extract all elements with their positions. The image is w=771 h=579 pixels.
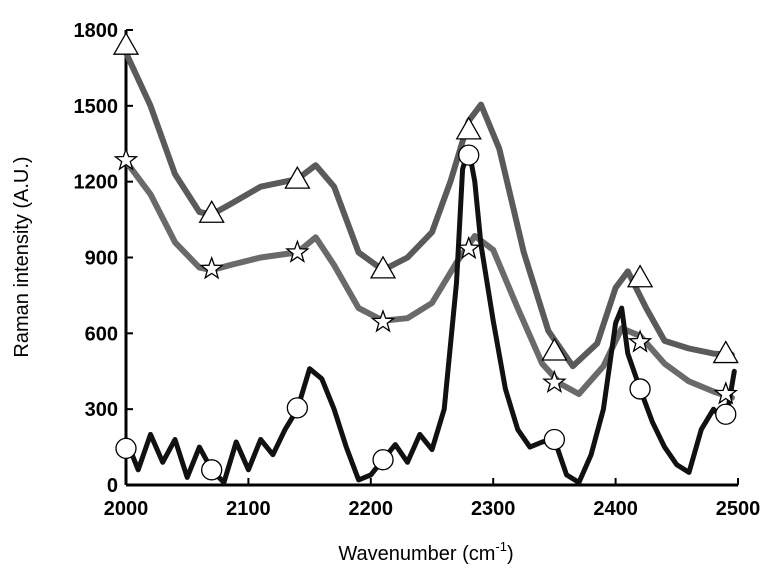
star-marker bbox=[370, 309, 396, 333]
circle-marker bbox=[286, 397, 309, 419]
x-tick-label: 2400 bbox=[593, 498, 638, 520]
circle-marker bbox=[458, 144, 480, 166]
star-marker bbox=[113, 147, 139, 171]
circle-marker bbox=[372, 449, 394, 471]
triangle-marker bbox=[455, 116, 482, 140]
star-marker bbox=[285, 239, 310, 263]
circle-marker bbox=[115, 437, 137, 459]
y-tick-label: 1500 bbox=[74, 96, 119, 118]
axis-ticks: 2000 2100 2200 2300 2400 2500 0 300 600 900 1200 15… bbox=[74, 20, 761, 520]
series-line-star bbox=[123, 158, 735, 401]
plot-area: 2000 2100 2200 2300 2400 2500 0 300 600 900 1200 15… bbox=[74, 20, 761, 520]
circle-marker bbox=[543, 428, 566, 451]
x-axis-label: Wavenumber (cm-1) bbox=[338, 539, 513, 565]
x-axis-label-main: Wavenumber (cm bbox=[338, 543, 495, 565]
triangle-marker bbox=[284, 165, 311, 189]
circle-marker bbox=[629, 378, 651, 400]
star-marker bbox=[713, 381, 739, 405]
x-axis-label-end: ) bbox=[507, 543, 514, 565]
circle-marker bbox=[715, 403, 737, 425]
series-markers bbox=[112, 31, 739, 481]
x-tick-label: 2500 bbox=[716, 498, 761, 520]
y-tick-label: 0 bbox=[107, 475, 118, 497]
x-tick-label: 2200 bbox=[349, 498, 394, 520]
star-marker bbox=[456, 235, 482, 260]
star-marker bbox=[199, 255, 224, 280]
y-tick-label: 1200 bbox=[74, 172, 119, 194]
y-tick-label: 600 bbox=[85, 323, 118, 345]
triangle-marker bbox=[198, 199, 225, 223]
circle-marker bbox=[201, 459, 223, 481]
x-axis-label-superscript: -1 bbox=[495, 539, 507, 554]
triangle-marker bbox=[712, 340, 739, 364]
series-line-circle bbox=[123, 146, 737, 485]
triangle-marker bbox=[626, 264, 654, 288]
x-tick-label: 2300 bbox=[471, 498, 516, 520]
y-axis-label: Raman intensity (A.U.) bbox=[11, 156, 33, 357]
triangle-marker bbox=[112, 31, 140, 55]
triangle-marker bbox=[541, 337, 568, 361]
y-tick-label: 1800 bbox=[74, 20, 119, 42]
star-marker bbox=[542, 369, 567, 394]
x-tick-label: 2100 bbox=[226, 498, 271, 520]
x-tick-label: 2000 bbox=[104, 498, 149, 520]
y-tick-label: 900 bbox=[85, 248, 118, 270]
star-marker bbox=[627, 329, 653, 353]
triangle-marker bbox=[369, 255, 397, 279]
y-tick-label: 300 bbox=[85, 399, 118, 421]
